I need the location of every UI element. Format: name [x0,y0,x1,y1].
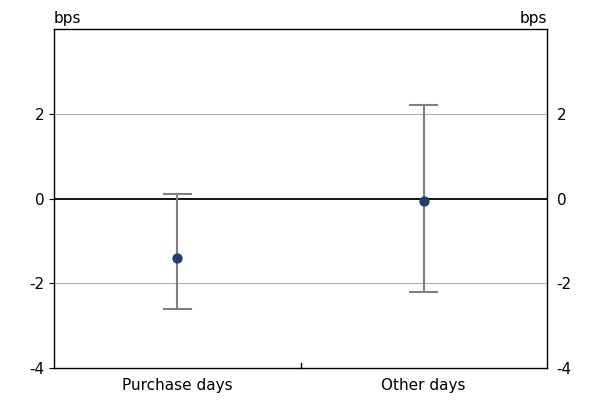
Point [419,197,429,204]
Text: bps: bps [519,11,547,26]
Point [172,255,182,261]
Text: bps: bps [54,11,82,26]
